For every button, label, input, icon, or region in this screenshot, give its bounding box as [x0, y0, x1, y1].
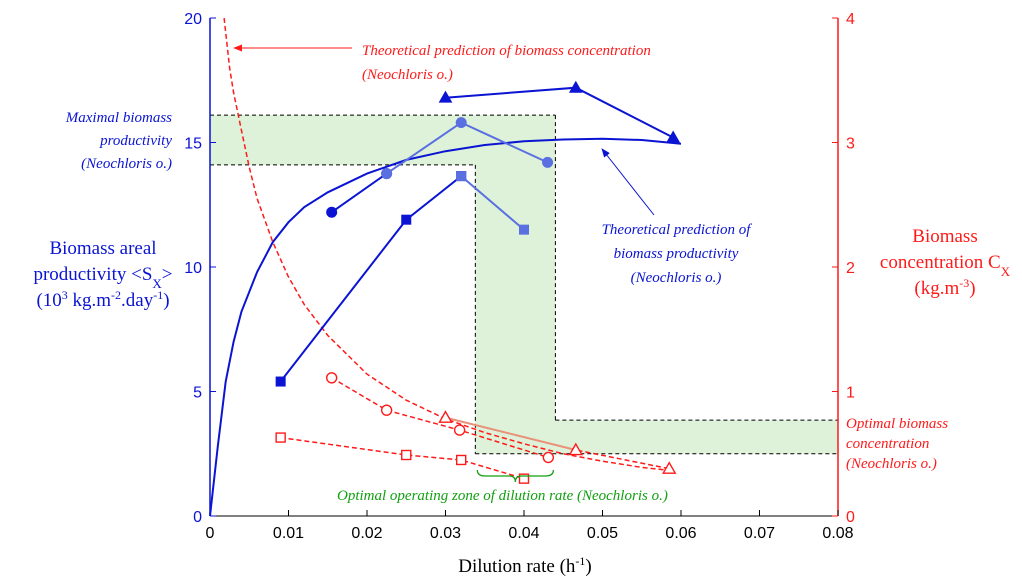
y-right-tick-label: 1 [846, 385, 855, 402]
data-point-circle [325, 372, 338, 384]
ylabel-right-line2a: concentration C [880, 252, 1001, 273]
ylabel-left-line2a: productivity <S [33, 264, 152, 285]
ylabel-right-1: Biomass [912, 226, 977, 247]
y-left-tick-label: 10 [184, 260, 202, 277]
x-tick-label: 0.01 [273, 525, 304, 542]
data-point-triangle [666, 130, 681, 143]
series-line-1 [223, 17, 666, 471]
ylabel-left-line2b: > [162, 264, 173, 285]
data-point-circle [453, 424, 466, 436]
data-point-triangle [568, 442, 584, 456]
ylabel-left-line1: Biomass areal [49, 238, 156, 259]
ylabel-right-line1: Biomass [912, 226, 977, 247]
data-point-square [275, 432, 286, 443]
ylabel-right-line3a: (kg.m [914, 278, 959, 299]
ylabel-right-line3b: ) [969, 278, 975, 299]
xlabel: Dilution rate (h-1) [458, 554, 591, 577]
ylabel-left-line3c: .day [121, 290, 154, 311]
data-point-square [401, 214, 412, 225]
data-point-square [401, 449, 412, 461]
data-point-square [456, 454, 467, 466]
band-optimal-zone [475, 115, 556, 454]
axes: 0 0.01 0.02 0.03 0.04 0.05 0.06 0.07 0.080510152… [184, 11, 855, 542]
band-optimal-concentration [475, 420, 838, 454]
data-point-square [518, 473, 530, 484]
ylabel-left-line3-sup3: -1 [153, 288, 163, 302]
data-point-circle [380, 404, 393, 416]
data-point-square [275, 376, 286, 387]
series-line-4 [279, 175, 462, 383]
series-line-10 [445, 416, 577, 451]
x-tick-label: 0.05 [587, 525, 618, 542]
annotation-theo-prod-3: (Neochloris o.) [631, 270, 722, 286]
data-point-circle [542, 451, 555, 464]
annotation-opt-conc-2: concentration [846, 436, 929, 452]
annotation-max-prod-1: Maximal biomass [65, 110, 172, 126]
xlabel-end: ) [585, 556, 591, 577]
y-right-tick-label: 4 [846, 11, 855, 28]
annotation-opt-conc-3: (Neochloris o.) [846, 456, 937, 472]
arrow-theo-prod [601, 148, 655, 216]
ylabel-left-line3a: (10 [36, 290, 61, 311]
series-line-8 [280, 436, 525, 480]
xlabel-sup: -1 [575, 554, 585, 568]
series-group [209, 17, 682, 517]
series-line-5 [460, 175, 525, 231]
annotation-theo-prod-1: Theoretical prediction of [602, 222, 753, 238]
x-tick-label: 0 [206, 525, 215, 542]
ylabel-left: Biomass areal [49, 238, 156, 259]
x-tick-label: 0.07 [744, 525, 775, 542]
data-point-square [456, 171, 467, 182]
y-right-tick-label: 0 [846, 509, 855, 526]
ylabel-left-3: (103 kg.m-2.day-1) [36, 288, 169, 311]
xlabel-main: Dilution rate (h [458, 556, 576, 577]
series-line-0 [209, 137, 682, 517]
shaded-bands [210, 115, 838, 454]
annotation-opt-conc-1: Optimal biomass [846, 416, 948, 432]
annotation-max-prod-2: productivity [99, 133, 172, 149]
y-right-tick-label: 3 [846, 136, 855, 153]
data-point-circle [326, 206, 338, 218]
ylabel-left-line3-sup1: 3 [62, 288, 68, 302]
guide-lines [210, 114, 838, 455]
data-point-circle [381, 168, 393, 180]
y-left-tick-label: 15 [184, 136, 202, 153]
ylabel-left-line3b: kg.m [68, 290, 112, 311]
y-right-tick-label: 2 [846, 260, 855, 277]
x-tick-label: 0.08 [822, 525, 853, 542]
data-point-square [519, 224, 529, 235]
annotation-max-prod-3: (Neochloris o.) [81, 156, 172, 172]
brace-optimal-zone [476, 469, 555, 483]
y-left-tick-label: 20 [184, 11, 202, 28]
y-left-tick-label: 0 [193, 509, 202, 526]
ylabel-left-2: productivity <SX> [33, 264, 172, 291]
x-tick-label: 0.06 [665, 525, 696, 542]
annotation-arrows [233, 44, 655, 483]
ylabel-right-2: concentration CX [880, 252, 1011, 279]
series-line-7 [331, 377, 549, 459]
ylabel-right-line3-sup: -3 [959, 276, 969, 290]
data-point-circle [542, 156, 554, 168]
series-line-2 [331, 172, 388, 214]
data-point-circle [455, 117, 467, 129]
data-point-triangle [662, 461, 677, 474]
annotation-theo-conc-1: Theoretical prediction of biomass concen… [362, 43, 651, 59]
ylabel-left-line2-sub: X [152, 276, 162, 291]
data-point-triangle [438, 90, 453, 103]
annotation-theo-prod-2: biomass productivity [614, 246, 739, 262]
data-point-triangle [568, 80, 583, 93]
x-tick-label: 0.04 [508, 525, 539, 542]
x-tick-label: 0.02 [351, 525, 382, 542]
ylabel-right-3: (kg.m-3) [914, 276, 975, 299]
markers-group [275, 80, 681, 484]
ylabel-right-line2-sub: X [1001, 264, 1011, 279]
x-tick-label: 0.03 [430, 525, 461, 542]
y-left-tick-label: 5 [193, 385, 202, 402]
annotation-opt-zone: Optimal operating zone of dilution rate … [337, 488, 668, 504]
ylabel-left-line3-sup2: -2 [111, 288, 121, 302]
ylabel-left-line3d: ) [163, 290, 169, 311]
data-point-triangle [438, 410, 453, 423]
annotation-theo-conc-2: (Neochloris o.) [362, 67, 453, 83]
